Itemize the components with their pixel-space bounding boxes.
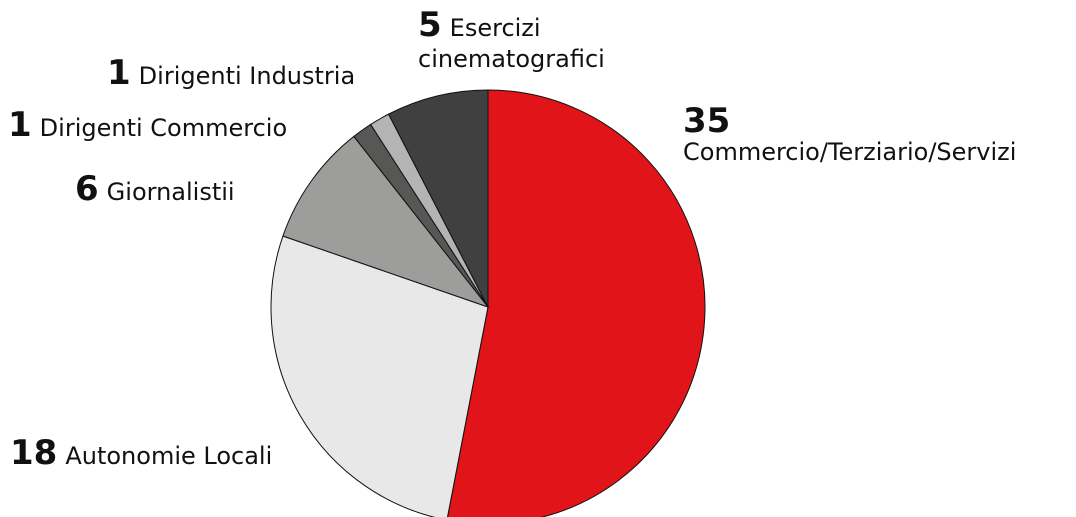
slice-value: 1 — [8, 105, 32, 145]
slice-value: 18 — [10, 433, 58, 473]
slice-name: Autonomie Locali — [65, 442, 273, 470]
slice-label: 1 Dirigenti Industria — [107, 56, 507, 92]
slice-name: Dirigenti Industria — [138, 62, 356, 90]
slice-value: 6 — [75, 169, 99, 209]
pie-slice — [282, 135, 490, 309]
slice-name: Giornalistii — [106, 178, 235, 206]
pie-slice — [387, 89, 489, 308]
slice-name: Dirigenti Commercio — [39, 114, 288, 142]
slice-label: 6 Giornalistii — [75, 172, 375, 208]
pie-slice — [270, 235, 489, 517]
pie-slice — [447, 89, 706, 517]
slice-value: 35 — [683, 101, 731, 141]
slice-label: 18 Autonomie Locali — [10, 436, 410, 472]
slice-name: Commercio/Terziario/Servizi — [683, 138, 1017, 166]
slice-name: Esercizi cinematografici — [418, 14, 605, 73]
slice-value: 5 — [418, 5, 442, 45]
slice-label: 1 Dirigenti Commercio — [8, 108, 408, 144]
slice-label: 35 Commercio/Terziario/Servizi — [683, 101, 1073, 168]
slice-value: 1 — [107, 53, 131, 93]
slice-label: 5 Esercizi cinematografici — [418, 8, 648, 75]
